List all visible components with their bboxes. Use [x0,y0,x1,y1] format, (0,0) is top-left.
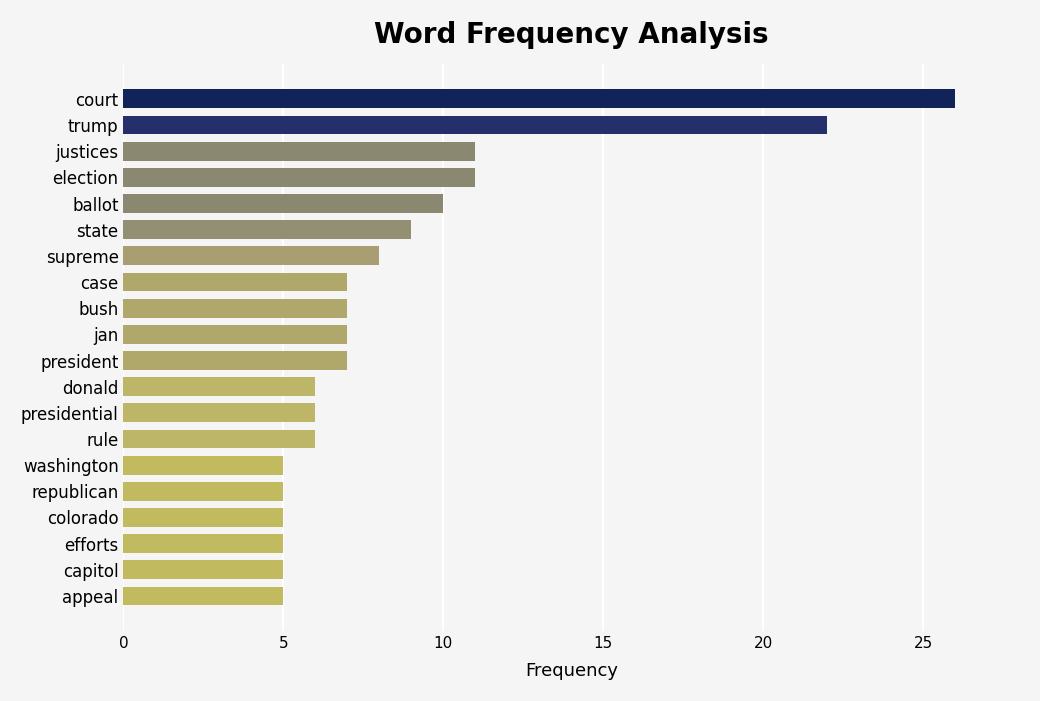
Bar [124,456,283,475]
Bar [124,351,347,370]
Bar [124,560,283,579]
Bar [124,534,283,553]
Bar [124,403,315,422]
Bar [124,116,827,135]
X-axis label: Frequency: Frequency [525,662,618,680]
Bar [124,587,283,606]
Bar [124,325,347,343]
Bar [124,142,475,161]
Bar [124,508,283,527]
Bar [124,168,475,186]
Bar [124,220,412,239]
Bar [124,273,347,292]
Title: Word Frequency Analysis: Word Frequency Analysis [374,21,769,49]
Bar [124,194,443,213]
Bar [124,482,283,501]
Bar [124,247,380,265]
Bar [124,299,347,318]
Bar [124,90,955,108]
Bar [124,430,315,449]
Bar [124,377,315,396]
